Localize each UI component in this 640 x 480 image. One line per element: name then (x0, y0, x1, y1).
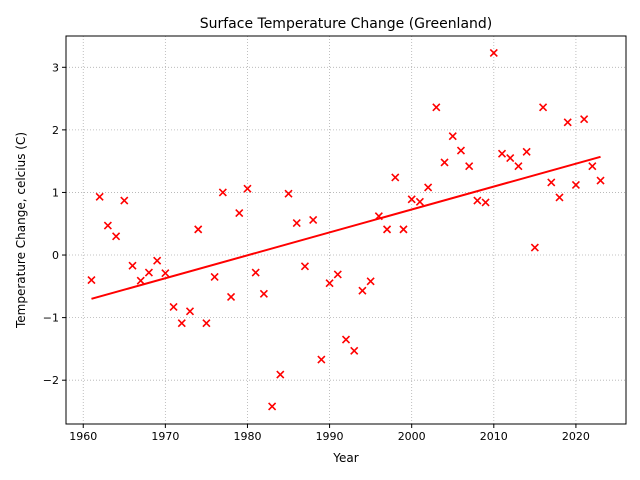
data-point (226, 292, 236, 302)
data-point (309, 215, 318, 225)
data-point (424, 183, 433, 192)
data-point (284, 189, 293, 198)
x-tick-label: 2010 (480, 430, 508, 443)
data-point (341, 335, 351, 344)
data-point (563, 118, 572, 127)
y-tick-label: 3 (52, 61, 59, 74)
data-point (268, 402, 277, 411)
x-tick-label: 2020 (562, 430, 590, 443)
trend-line (91, 155, 601, 300)
data-point (95, 192, 104, 201)
data-point (194, 225, 203, 234)
plot-frame (65, 35, 627, 425)
data-point (596, 176, 605, 185)
data-point (489, 48, 498, 57)
data-point (333, 270, 342, 279)
data-point (539, 103, 548, 112)
data-point (87, 275, 96, 285)
data-point (571, 180, 580, 190)
data-point (465, 162, 474, 171)
data-point (481, 198, 490, 207)
data-point (522, 147, 531, 156)
data-point (382, 225, 392, 234)
x-axis-label: Year (332, 451, 358, 465)
data-point (473, 196, 482, 205)
data-point (366, 277, 375, 286)
data-point (580, 115, 589, 124)
data-point (358, 286, 367, 295)
data-point (350, 346, 359, 355)
data-point (128, 261, 137, 270)
y-tick-label: 0 (52, 249, 59, 262)
x-tick-label: 2000 (398, 430, 426, 443)
data-point (251, 268, 260, 277)
data-point (317, 355, 326, 364)
grid-lines (66, 36, 626, 424)
data-point (448, 132, 457, 141)
data-point (177, 319, 186, 328)
data-point (144, 268, 153, 277)
y-tick-label: 2 (52, 124, 59, 137)
data-point (407, 195, 416, 204)
data-point (514, 162, 523, 171)
x-tick-label: 1960 (69, 430, 97, 443)
data-point (391, 173, 400, 182)
data-point (440, 158, 449, 167)
data-point (136, 276, 145, 285)
data-point (235, 209, 244, 218)
data-point (276, 370, 285, 379)
data-point (218, 188, 227, 197)
data-point (185, 307, 195, 316)
data-point (547, 178, 556, 187)
data-point (103, 221, 112, 230)
data-point (399, 225, 408, 234)
data-point (161, 269, 170, 278)
y-tick-label: −2 (43, 374, 59, 387)
data-point (432, 103, 441, 112)
y-tick-label: −1 (43, 312, 59, 325)
data-point (300, 262, 310, 271)
data-point (530, 243, 539, 252)
data-point (243, 184, 252, 193)
data-point (153, 256, 162, 265)
y-axis: −2 −1 0 1 2 3 (43, 61, 66, 387)
data-point (456, 146, 466, 155)
data-point (259, 289, 268, 298)
data-point (506, 153, 515, 163)
data-point (555, 193, 564, 202)
chart-title: Surface Temperature Change (Greenland) (200, 16, 493, 32)
x-tick-label: 1990 (316, 430, 344, 443)
y-axis-label: Temperature Change, celcius (C) (14, 132, 28, 329)
x-tick-label: 1980 (233, 430, 261, 443)
data-point (588, 162, 597, 171)
plot-area (87, 48, 605, 411)
data-point (497, 149, 507, 158)
x-axis: 1960 1970 1980 1990 2000 2010 2020 (69, 424, 590, 443)
y-tick-label: 1 (52, 186, 59, 199)
data-point (415, 197, 424, 206)
data-point (210, 272, 219, 282)
data-point (202, 319, 211, 328)
data-point (292, 219, 301, 228)
data-point (169, 302, 178, 312)
data-point (120, 196, 129, 205)
data-point (325, 279, 334, 288)
x-tick-label: 1970 (151, 430, 179, 443)
data-point (112, 232, 121, 241)
